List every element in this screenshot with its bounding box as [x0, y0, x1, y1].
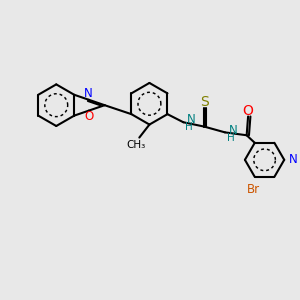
Text: H: H — [227, 133, 235, 142]
Text: CH₃: CH₃ — [126, 140, 146, 150]
Text: N: N — [228, 124, 237, 136]
Text: S: S — [200, 95, 208, 109]
Text: N: N — [289, 153, 297, 166]
Text: O: O — [85, 110, 94, 124]
Text: H: H — [185, 122, 193, 133]
Text: O: O — [243, 104, 254, 118]
Text: Br: Br — [247, 183, 260, 196]
Text: N: N — [187, 113, 196, 126]
Text: N: N — [84, 87, 93, 100]
